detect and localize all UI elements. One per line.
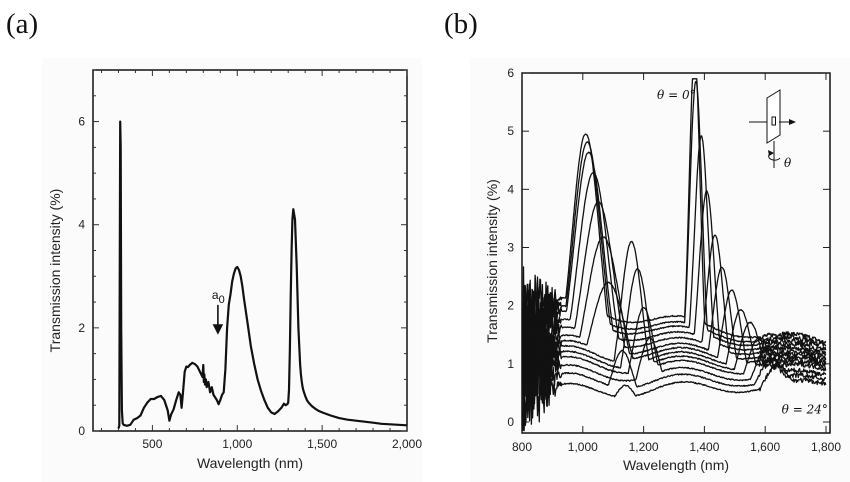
annotation-theta-24: θ = 24° [782, 402, 828, 416]
x-tick-label: 500 [142, 437, 162, 451]
tick-labels-b: 800 1,000 1,200 1,400 1,600 1,800 0 1 2 3 4 5 6 [507, 66, 841, 454]
series-line-theta-8 [522, 200, 827, 386]
series-line-a [117, 120, 408, 429]
ticks-b [521, 72, 830, 433]
series-line-theta-20 [522, 337, 827, 422]
series-line-theta-4 [522, 135, 827, 355]
chart-b: 800 1,000 1,200 1,400 1,600 1,800 0 1 2 3 4 5 6 Wave… [484, 66, 841, 473]
x-axis-title-a: Wavelength (nm) [197, 455, 303, 471]
plot-frame-b [521, 72, 831, 434]
x-tick-label: 1,000 [568, 440, 598, 454]
y-tick-label: 0 [78, 424, 85, 438]
x-tick-label: 1,000 [222, 437, 252, 451]
tick-labels-a: 500 1,000 1,500 2,000 0 2 4 6 [78, 115, 422, 451]
theta-symbol: θ [784, 156, 792, 170]
ticks-a [93, 69, 408, 432]
annotation-a0-label: a0 [212, 288, 225, 306]
plot-frame-a [92, 69, 408, 432]
y-tick-label: 1 [507, 357, 514, 371]
series-line-theta-22 [522, 347, 827, 427]
y-tick-label: 4 [507, 182, 514, 196]
x-axis-title-b: Wavelength (nm) [623, 457, 729, 473]
plot-background-a [42, 58, 422, 482]
annotation-a0: a0 [212, 288, 225, 335]
x-tick-label: 1,800 [811, 440, 841, 454]
y-tick-label: 0 [507, 415, 514, 429]
y-tick-label: 5 [507, 124, 514, 138]
y-tick-label: 2 [78, 321, 85, 335]
series-line-theta-2 [522, 80, 827, 348]
panel-label-a: (a) [6, 8, 39, 40]
series-line-theta-12 [522, 281, 827, 398]
y-axis-title-a: Transmission intensity (%) [47, 189, 63, 353]
y-tick-label: 6 [507, 66, 514, 80]
series-line-theta-6 [522, 172, 827, 364]
x-tick-label: 1,200 [629, 440, 659, 454]
x-tick-label: 1,500 [307, 437, 337, 451]
chart-a: 500 1,000 1,500 2,000 0 2 4 6 Wavelength (nm) T… [47, 69, 422, 471]
series-line-theta-14 [522, 240, 827, 396]
x-tick-label: 800 [512, 440, 532, 454]
panel-label-b: (b) [444, 8, 478, 40]
y-tick-label: 4 [78, 218, 85, 232]
arrow-down-icon [212, 304, 224, 335]
x-tick-label: 1,600 [750, 440, 780, 454]
y-tick-label: 2 [507, 299, 514, 313]
rotation-diagram-icon: θ [749, 89, 796, 170]
x-tick-label: 1,400 [689, 440, 719, 454]
annotation-theta-0: θ = 0° [657, 88, 696, 102]
y-tick-label: 6 [78, 115, 85, 129]
series-line-theta-0 [522, 78, 827, 356]
series-line-theta-24 [522, 363, 827, 432]
series-family-b [522, 78, 827, 432]
x-tick-label: 2,000 [392, 437, 422, 451]
y-axis-title-b: Transmission intensity (%) [484, 179, 500, 343]
y-tick-label: 3 [507, 241, 514, 255]
